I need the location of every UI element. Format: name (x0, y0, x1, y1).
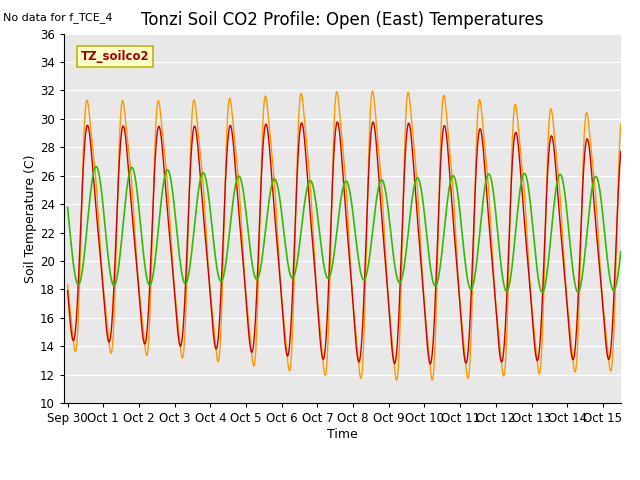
X-axis label: Time: Time (327, 428, 358, 441)
Y-axis label: Soil Temperature (C): Soil Temperature (C) (24, 154, 37, 283)
Legend:  -2cm,  -4cm,  -8cm: -2cm, -4cm, -8cm (218, 477, 467, 480)
Text: No data for f_TCE_4: No data for f_TCE_4 (3, 12, 113, 23)
Title: Tonzi Soil CO2 Profile: Open (East) Temperatures: Tonzi Soil CO2 Profile: Open (East) Temp… (141, 11, 543, 29)
Text: TZ_soilco2: TZ_soilco2 (81, 50, 149, 63)
